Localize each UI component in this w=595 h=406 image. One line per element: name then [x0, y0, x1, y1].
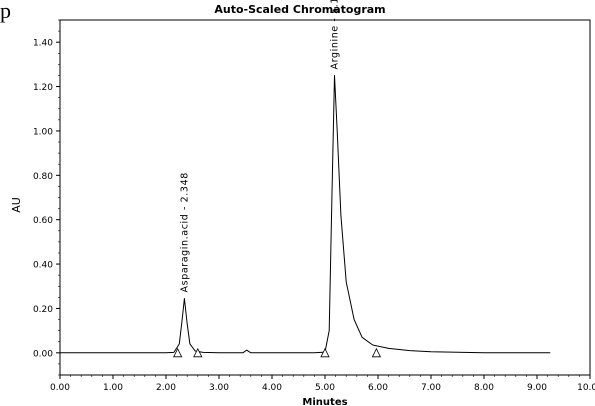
peak-label: Asparagin.acid - 2.348 [179, 172, 190, 292]
integration-marker [371, 347, 382, 358]
y-tick-label: 0.20 [33, 305, 53, 315]
x-axis-label: Minutes [302, 397, 347, 406]
x-tick-label: 3.00 [209, 383, 229, 393]
y-tick-label: 0.00 [33, 349, 53, 359]
x-tick-label: 1.00 [103, 383, 123, 393]
x-tick-label: 7.00 [421, 383, 441, 393]
x-axis: 0.00 1.00 2.00 3.00 4.00 5.00 6.00 7.00 8.00 9.00… [50, 375, 595, 393]
x-tick-label: 2.00 [156, 383, 176, 393]
integration-marker [320, 347, 330, 358]
y-tick-label: 1.00 [33, 127, 53, 137]
x-tick-label: 6.00 [368, 383, 388, 393]
integration-marker [193, 347, 203, 358]
y-tick-label: 1.20 [33, 83, 53, 93]
x-tick-label: 10.00 [577, 383, 595, 393]
x-tick-label: 5.00 [315, 383, 335, 393]
x-tick-label: 4.00 [262, 383, 282, 393]
peak-annotations: Asparagin.acid - 2.348 Arginine - 5.180 [179, 0, 340, 292]
panel-label: p [0, 0, 11, 23]
y-axis-label: AU [10, 197, 23, 213]
series-layer [60, 75, 551, 354]
y-tick-label: 0.80 [33, 172, 53, 182]
y-tick-label: 1.40 [33, 39, 53, 49]
x-tick-label: 9.00 [527, 383, 547, 393]
plot-frame [59, 19, 591, 376]
x-tick-label: 0.00 [50, 383, 70, 393]
peak-label: Arginine - 5.180 [330, 0, 341, 69]
y-tick-label: 0.60 [33, 216, 53, 226]
x-tick-label: 8.00 [474, 383, 494, 393]
y-axis: 0.00 0.20 0.40 0.60 0.80 1.00 1.20 1.40 [33, 19, 60, 376]
integration-markers [173, 347, 382, 358]
chromatogram-trace [60, 75, 551, 354]
integration-marker [173, 347, 183, 358]
chart-title: Auto-Scaled Chromatogram [214, 3, 385, 16]
y-tick-label: 0.40 [33, 261, 53, 271]
